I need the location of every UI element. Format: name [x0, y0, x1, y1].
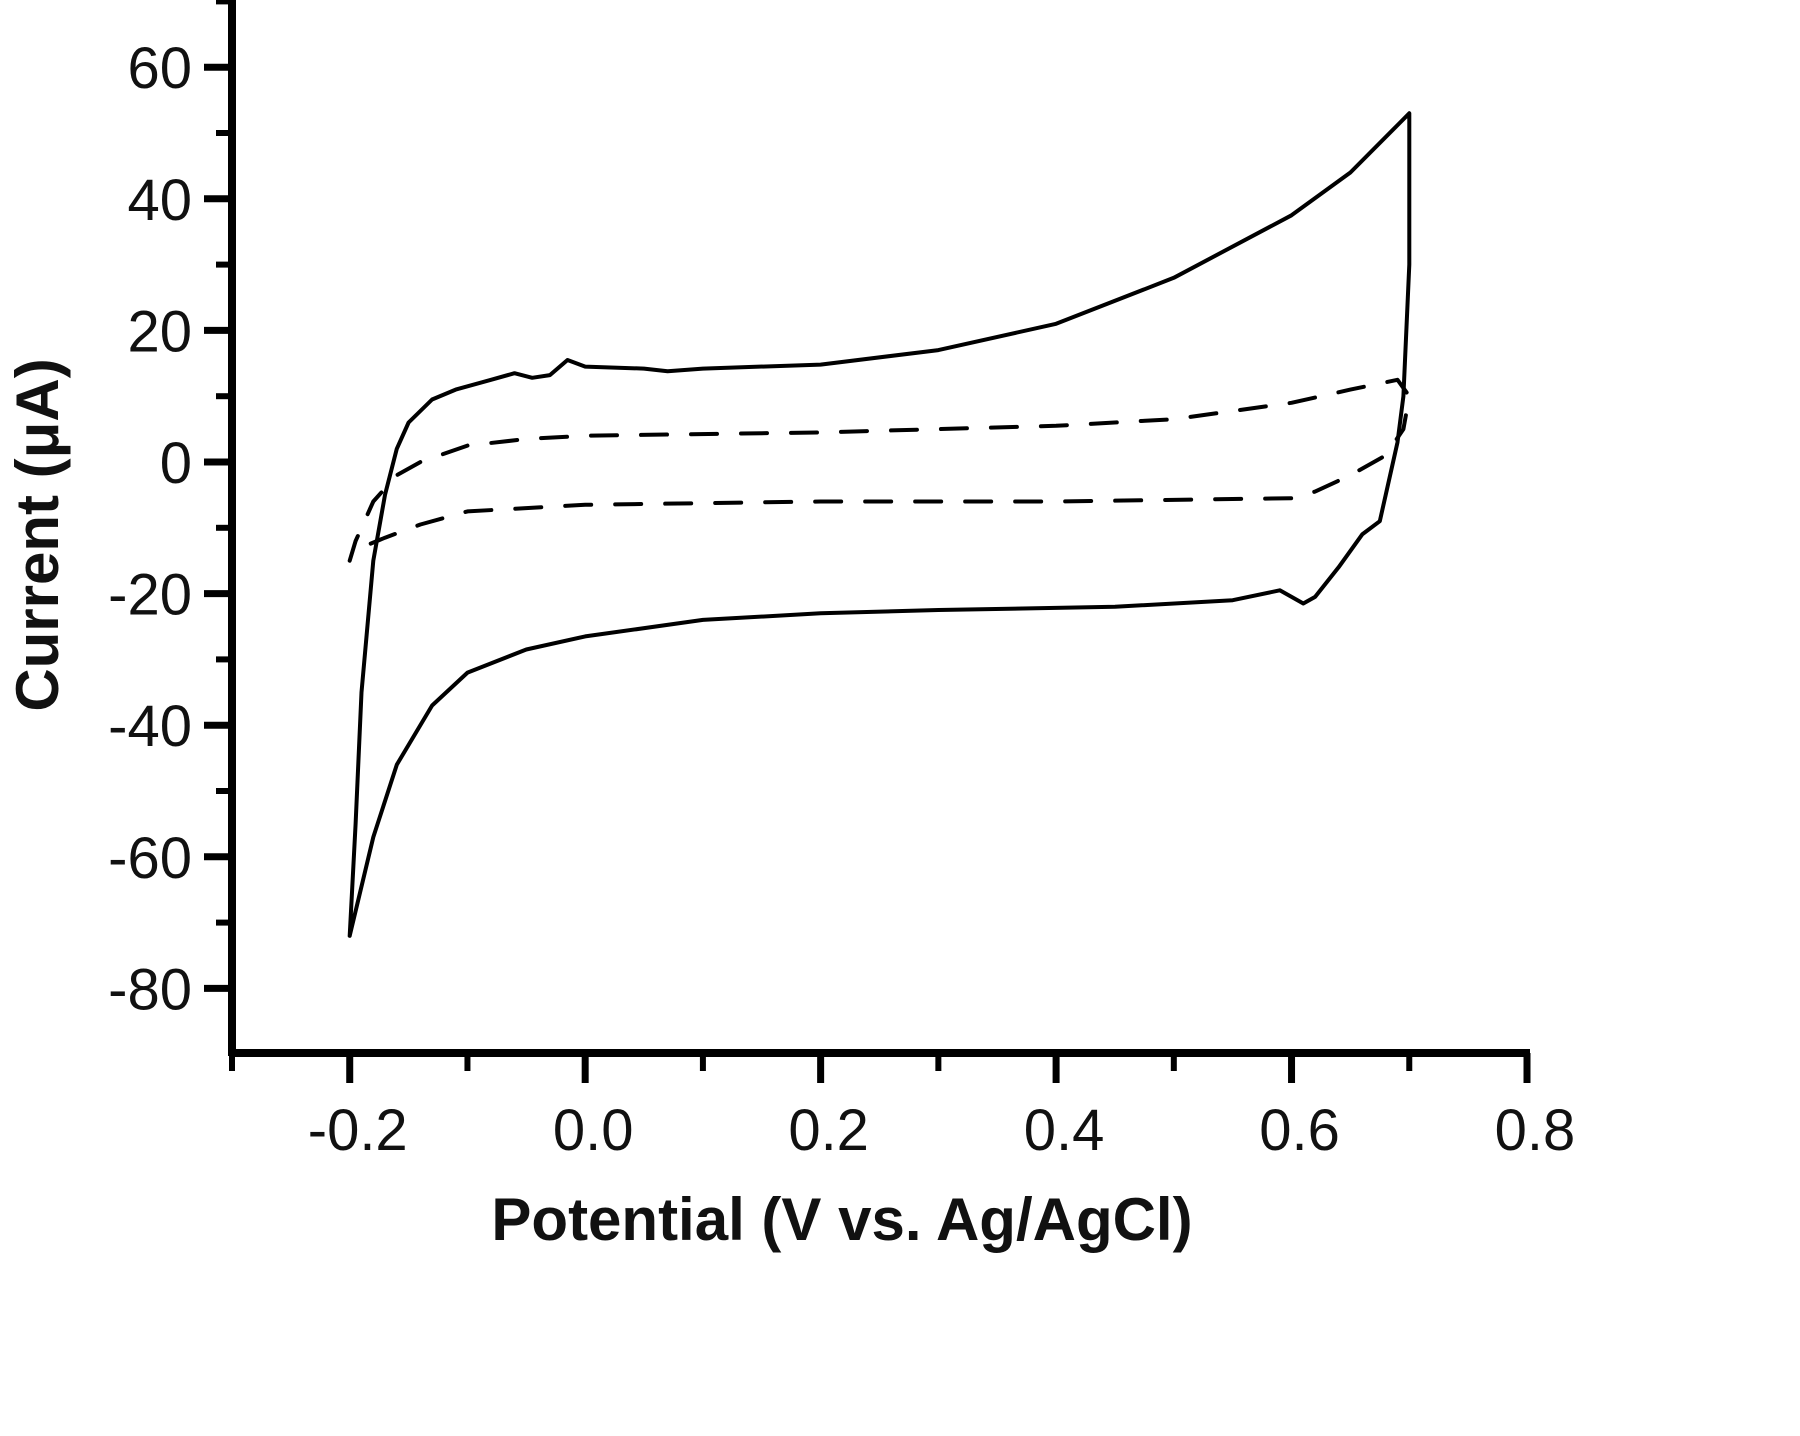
y-tick-label: 20: [127, 299, 192, 364]
plot-lines: [347, 111, 1412, 938]
x-tick-label: 0.8: [1495, 1098, 1576, 1163]
x-tick-label: 0.0: [553, 1098, 634, 1163]
y-axis-title: Current (μA): [4, 358, 71, 711]
y-tick-label: 40: [127, 168, 192, 233]
axes: [204, 0, 1531, 1083]
x-tick-label: 0.6: [1259, 1098, 1340, 1163]
y-tick-label: 0: [160, 431, 192, 496]
x-axis-title: Potential (V vs. Ag/AgCl): [491, 1186, 1192, 1253]
y-tick-label: -60: [108, 826, 192, 891]
x-tick-label: 0.2: [788, 1098, 869, 1163]
y-tick-label: 60: [127, 36, 192, 101]
x-tick-label: -0.2: [308, 1098, 408, 1163]
y-tick-label: -20: [108, 563, 192, 628]
y-tick-label: -40: [108, 694, 192, 759]
tick-labels: 60 40 20 0 -20 -40 -60 -80 -0.2 0.0 0.2 0.4 0.6 0.8: [108, 36, 1575, 1163]
solid-series-line: [347, 111, 1412, 938]
x-tick-label: 0.4: [1024, 1098, 1105, 1163]
y-tick-label: -80: [108, 957, 192, 1022]
dashed-series-line: [347, 377, 1412, 563]
